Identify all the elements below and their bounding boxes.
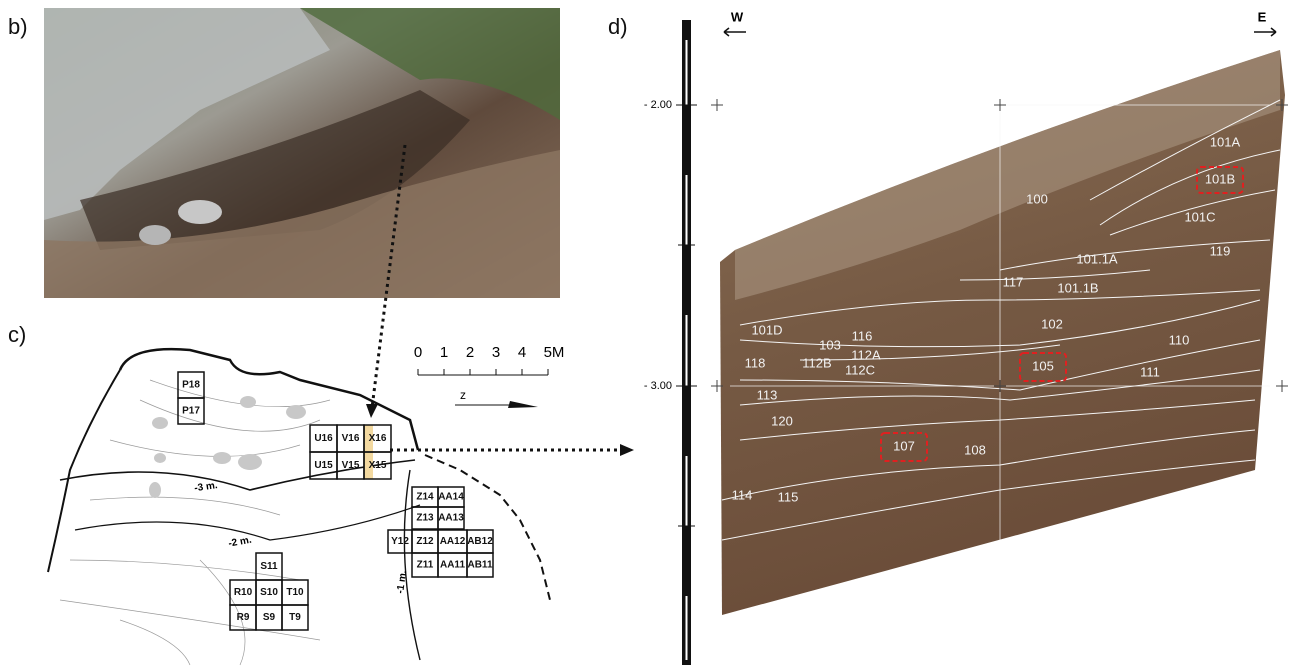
- cell-label: R9: [237, 612, 250, 623]
- layer-label: 101B: [1205, 171, 1235, 186]
- cell-label: Z11: [417, 560, 434, 571]
- layer-label: 100: [1026, 191, 1048, 206]
- cell-label: P17: [182, 406, 200, 417]
- crosshairs: [711, 99, 1288, 392]
- cell-label: T9: [289, 612, 301, 623]
- cell-label: P18: [182, 380, 200, 391]
- link-arrows: [370, 144, 622, 452]
- layer-label: 117: [1003, 274, 1024, 289]
- layer-label: 119: [1210, 243, 1231, 258]
- cell-label: AB12: [467, 536, 493, 547]
- panel-label: d): [608, 14, 628, 39]
- contour-label: -2 m.: [228, 535, 253, 550]
- cell-label: R10: [234, 587, 253, 598]
- highlight-box: [880, 432, 928, 462]
- compass-label: E: [1258, 9, 1267, 24]
- layer-label: 103: [819, 337, 841, 352]
- contour-label: -3 m.: [194, 480, 219, 494]
- layer-label: 101A: [1210, 134, 1241, 149]
- cell-label: AA14: [438, 492, 464, 503]
- cell-label: AA13: [438, 513, 464, 524]
- panel-label: c): [8, 322, 26, 347]
- cell-label: S9: [263, 612, 276, 623]
- compass-arrows: [723, 27, 1277, 37]
- layer-label: 102: [1041, 316, 1063, 331]
- grid-cell: [466, 552, 494, 578]
- scale-label: 4: [518, 344, 526, 361]
- cell-label: X15: [369, 460, 387, 471]
- north-label: z: [460, 388, 466, 402]
- cell-label: T10: [286, 587, 304, 598]
- depth-label: - 2.00: [644, 99, 672, 111]
- depth-rod: [676, 20, 697, 665]
- cell-label: S10: [260, 587, 278, 598]
- contour-label: -1 m.: [395, 569, 409, 594]
- layer-label: 101C: [1184, 209, 1215, 224]
- highlight-box: [1019, 352, 1067, 382]
- layer-label: 115: [778, 489, 799, 504]
- cell-label: Z14: [416, 492, 434, 503]
- scale-label: 0: [414, 344, 422, 361]
- cell-label: Z13: [416, 513, 434, 524]
- layer-label: 111: [1140, 364, 1160, 379]
- layer-label: 105: [1032, 358, 1054, 373]
- cell-label: AA12: [440, 536, 466, 547]
- cave-photo: [44, 8, 560, 298]
- compass-label: W: [731, 9, 744, 24]
- cell-label: X16: [369, 433, 387, 444]
- layer-label: 113: [757, 387, 778, 402]
- scale-label: 3: [492, 344, 500, 361]
- depth-label: - 3.00: [644, 380, 672, 392]
- layer-label: 108: [964, 442, 986, 457]
- highlight-box: [1196, 166, 1244, 194]
- arrow-heads: [366, 404, 634, 456]
- layer-label: 112A: [851, 347, 881, 362]
- scale-label: 2: [466, 344, 474, 361]
- layer-label: 112B: [802, 355, 831, 370]
- layer-label: 112C: [845, 362, 875, 377]
- scale-label: 5M: [544, 344, 565, 361]
- cell-label: S11: [260, 561, 278, 572]
- layer-label: 107: [893, 438, 915, 453]
- layer-label: 101.1B: [1057, 280, 1098, 295]
- layer-label: 114: [732, 487, 753, 502]
- cell-label: AB11: [467, 560, 492, 571]
- grid-cell: [363, 451, 392, 480]
- cell-label: Z12: [416, 536, 434, 547]
- layer-label: 101D: [751, 322, 782, 337]
- cell-label: Y12: [391, 536, 409, 547]
- cell-label: U16: [314, 433, 333, 444]
- grid-cell: [437, 506, 465, 530]
- cell-label: V15: [342, 460, 360, 471]
- panel-label: b): [8, 14, 28, 39]
- layer-label: 101.1A: [1076, 251, 1118, 266]
- layer-label: 118: [745, 355, 766, 370]
- cell-label: AA11: [440, 560, 465, 571]
- grid-cell: [177, 397, 205, 425]
- layer-label: 110: [1169, 332, 1190, 347]
- grid-cell: [281, 604, 309, 631]
- cell-label: V16: [342, 433, 360, 444]
- layer-label: 120: [771, 413, 793, 428]
- section-photo: [720, 50, 1285, 615]
- scale-label: 1: [440, 344, 448, 361]
- cell-label: U15: [314, 460, 333, 471]
- layer-label: 116: [852, 328, 873, 343]
